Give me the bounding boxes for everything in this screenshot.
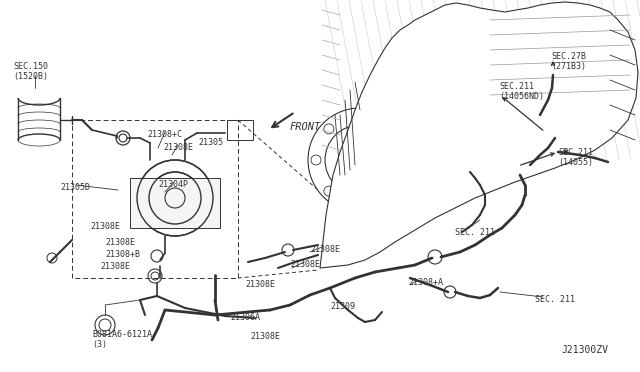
- Text: 21308+A: 21308+A: [408, 278, 443, 287]
- Text: 21308E: 21308E: [100, 262, 130, 271]
- Polygon shape: [130, 178, 220, 228]
- Text: FRONT: FRONT: [290, 122, 321, 132]
- Text: SEC.211
(14056ND): SEC.211 (14056ND): [499, 82, 544, 102]
- Text: B081A6-6121A
(3): B081A6-6121A (3): [92, 330, 152, 349]
- Text: 21308E: 21308E: [105, 238, 135, 247]
- Text: 21309: 21309: [330, 302, 355, 311]
- Text: SEC.27B
(271B3): SEC.27B (271B3): [551, 52, 586, 71]
- Text: 21305: 21305: [198, 138, 223, 147]
- Text: 21306A: 21306A: [230, 313, 260, 322]
- Text: 21304P: 21304P: [158, 180, 188, 189]
- Text: SEC.211
(14055): SEC.211 (14055): [558, 148, 593, 167]
- Text: 21308E: 21308E: [290, 260, 320, 269]
- Text: J21300ZV: J21300ZV: [561, 345, 608, 355]
- Text: 21308+C: 21308+C: [147, 130, 182, 139]
- Text: SEC. 211: SEC. 211: [455, 228, 495, 237]
- Text: SEC. 211: SEC. 211: [535, 295, 575, 304]
- Polygon shape: [320, 2, 638, 268]
- Text: 21308E: 21308E: [310, 245, 340, 254]
- Text: 21308E: 21308E: [90, 222, 120, 231]
- Text: 21305D: 21305D: [60, 183, 90, 192]
- Text: SEC.150
(1520B): SEC.150 (1520B): [13, 62, 48, 81]
- Text: 21308+B: 21308+B: [105, 250, 140, 259]
- Polygon shape: [227, 120, 253, 140]
- Text: 21308E: 21308E: [163, 143, 193, 152]
- Text: 21308E: 21308E: [245, 280, 275, 289]
- Text: 21308E: 21308E: [250, 332, 280, 341]
